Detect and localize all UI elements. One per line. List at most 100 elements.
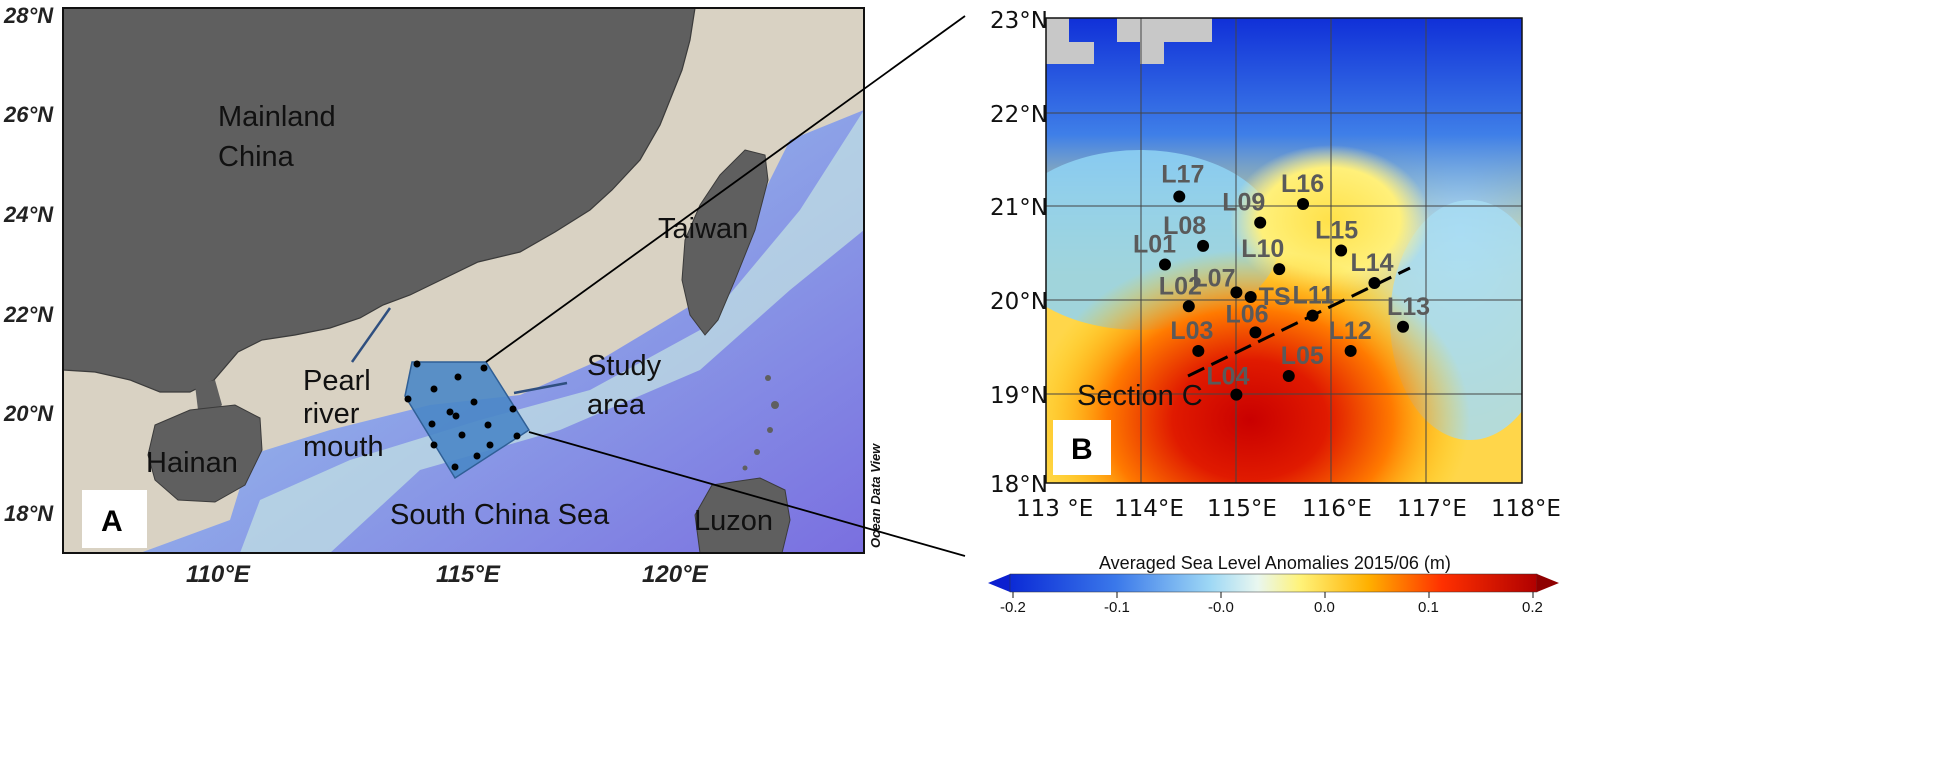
- panel-a-frame: [62, 7, 865, 554]
- station-marker: [1159, 258, 1171, 271]
- station-marker: [1273, 263, 1286, 276]
- panel-a-lon-label: 110°E: [186, 561, 251, 588]
- station-label: L06: [1225, 300, 1268, 328]
- station-label: L02: [1159, 272, 1202, 300]
- panel-b-lat-label: 23°N: [990, 8, 1048, 34]
- colorbar-min-arrow: [988, 574, 1010, 592]
- station-label: L11: [1293, 282, 1335, 310]
- station-label: TS: [1259, 283, 1291, 311]
- small-islands: [742, 375, 779, 471]
- colorbar-tick-label: -0.1: [1104, 599, 1130, 616]
- station-marker: [1182, 300, 1195, 313]
- panel-a-lat-label: 24°N: [3, 202, 54, 227]
- mainland-china-landmass: [63, 8, 696, 393]
- label-area: area: [587, 389, 646, 421]
- station-label: L13: [1387, 293, 1430, 321]
- station-marker: [1249, 326, 1262, 339]
- study-area-pointer: [513, 381, 568, 395]
- station-marker: [1297, 198, 1310, 210]
- station-marker: [1230, 388, 1243, 401]
- ocean-data-view-credit: Ocean Data View: [868, 443, 883, 548]
- station-label: L04: [1206, 363, 1249, 391]
- panel-a-lat-label: 18°N: [4, 501, 54, 526]
- station-label: L14: [1350, 249, 1393, 277]
- panel-b-lat-label: 19°N: [990, 383, 1048, 409]
- panel-a-lat-label: 28°N: [3, 3, 54, 28]
- colorbar-tick-label: -0.2: [1000, 599, 1026, 616]
- panel-b-lat-label: 22°N: [990, 102, 1048, 128]
- section-c-line: [1187, 266, 1411, 378]
- section-c-label: Section C: [1077, 380, 1203, 412]
- station-label: L05: [1281, 342, 1324, 370]
- colorbar-tick-label: 0.0: [1314, 599, 1335, 616]
- station-marker: [1335, 244, 1348, 257]
- panel-b-frame: [1045, 17, 1523, 484]
- study-area-stations: [404, 360, 521, 471]
- panel-a-lat-label: 22°N: [3, 302, 54, 327]
- label-river: river: [303, 398, 360, 430]
- taiwan-island: [681, 149, 769, 336]
- panel-a-lon-label: 115°E: [436, 561, 501, 588]
- panel-a-lat-label: 26°N: [3, 102, 54, 127]
- station-label: L10: [1241, 235, 1284, 263]
- station-marker: [1344, 344, 1357, 357]
- label-study: Study: [587, 350, 662, 382]
- colorbar-tick-label: -0.0: [1208, 599, 1234, 616]
- colorbar-tick-label: 0.1: [1418, 599, 1439, 616]
- colorbar-ticks: [1012, 592, 1534, 598]
- panel-b-letter-box: [1053, 420, 1111, 475]
- panel-b-lon-label: 116°E: [1302, 496, 1372, 522]
- panel-b-lat-label: 18°N: [990, 472, 1048, 498]
- panel-a-lon-label: 120°E: [642, 561, 709, 588]
- no-data-cells: [1046, 18, 1212, 64]
- label-hainan: Hainan: [146, 447, 238, 479]
- panel-a-letter: A: [101, 505, 123, 538]
- station-marker: [1368, 277, 1381, 290]
- station-label: L07: [1192, 264, 1235, 292]
- station-marker: [1192, 344, 1205, 357]
- label-mainland: Mainland: [218, 101, 336, 133]
- station-label: L15: [1315, 217, 1358, 245]
- colorbar: [1009, 573, 1538, 593]
- colorbar-max-arrow: [1537, 574, 1559, 592]
- station-marker: [1282, 370, 1295, 383]
- zoom-line-bottom: [528, 431, 966, 557]
- label-pearl: Pearl: [303, 365, 371, 397]
- station-marker: [1197, 239, 1210, 252]
- sla-red-eddy: [1046, 250, 1470, 483]
- colorbar-tick-label: 0.2: [1522, 599, 1543, 616]
- shelf-transition: [240, 110, 864, 553]
- label-taiwan: Taiwan: [658, 213, 748, 245]
- pearl-river-pointer: [350, 307, 392, 363]
- zoom-line-top: [485, 15, 966, 363]
- panel-a-letter-box: [82, 490, 147, 548]
- panel-b-grid: [1046, 18, 1522, 483]
- panel-b-lon-label: 114°E: [1114, 496, 1184, 522]
- hainan-island: [147, 404, 263, 503]
- luzon-island: [694, 477, 791, 553]
- station-label: L12: [1329, 317, 1372, 345]
- station-marker: [1254, 216, 1267, 229]
- label-south-china-sea: South China Sea: [390, 499, 610, 531]
- station-label: L17: [1161, 161, 1204, 189]
- station-marker: [1230, 286, 1243, 299]
- label-luzon: Luzon: [694, 505, 773, 537]
- panel-b-letter: B: [1071, 433, 1093, 466]
- panel-b-lon-label: 118°E: [1491, 496, 1561, 522]
- station-marker: [1397, 320, 1409, 333]
- station-label: L01: [1133, 230, 1176, 258]
- colorbar-title: Averaged Sea Level Anomalies 2015/06 (m): [1099, 553, 1451, 573]
- station-label: L16: [1281, 170, 1324, 198]
- panel-b-lon-label: 115°E: [1207, 496, 1277, 522]
- station-label: L03: [1170, 317, 1213, 345]
- panel-b-lat-label: 20°N: [990, 289, 1048, 315]
- station-marker: [1306, 309, 1319, 322]
- station-label: L08: [1163, 212, 1206, 240]
- station-marker: [1173, 190, 1186, 203]
- panel-a-map: Mainland China Taiwan Pearl river mouth …: [3, 3, 883, 588]
- label-mouth: mouth: [303, 431, 384, 463]
- panel-b-lat-label: 21°N: [990, 195, 1048, 221]
